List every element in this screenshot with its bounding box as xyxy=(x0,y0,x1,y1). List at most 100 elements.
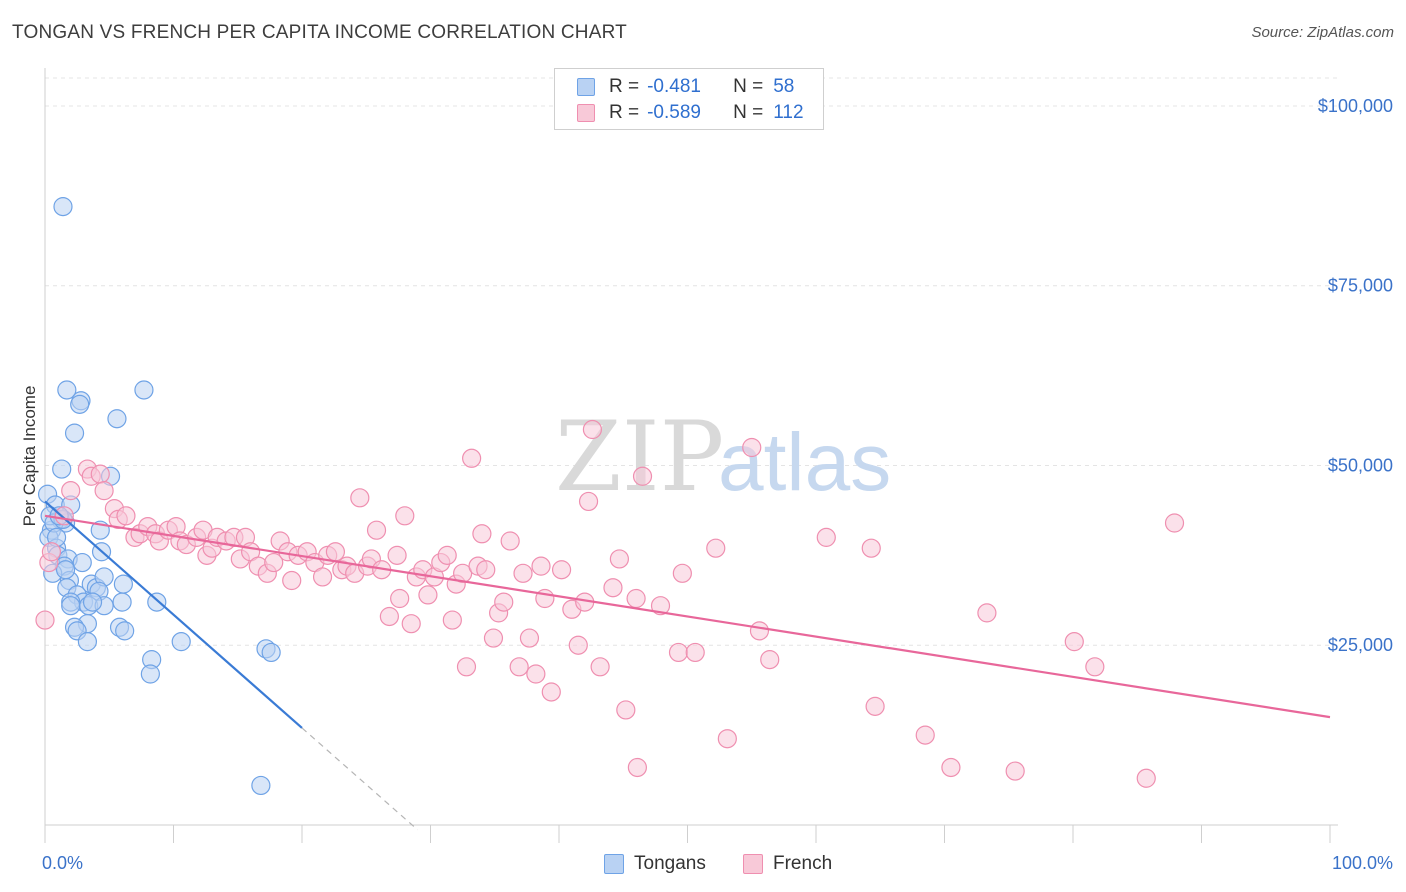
data-point xyxy=(531,556,551,576)
chart-title: TONGAN VS FRENCH PER CAPITA INCOME CORRE… xyxy=(12,22,627,43)
bottom-legend-swatch-french xyxy=(743,854,763,874)
legend-r-value: -0.481 xyxy=(647,76,701,97)
data-point xyxy=(941,757,961,778)
data-point xyxy=(325,542,346,562)
legend-n-value: 112 xyxy=(773,102,804,123)
data-point xyxy=(483,628,504,648)
data-point xyxy=(140,664,160,684)
axes xyxy=(44,68,1338,843)
watermark: ZIP atlas xyxy=(555,401,891,513)
data-point xyxy=(603,578,623,598)
watermark-zip: ZIP xyxy=(555,401,724,513)
legend-n-value: 58 xyxy=(773,76,795,97)
trend-line xyxy=(44,500,303,729)
data-point xyxy=(609,549,629,569)
data-point xyxy=(251,775,271,796)
x-tick-label: 0.0% xyxy=(42,853,83,873)
watermark-atlas: atlas xyxy=(718,417,891,508)
data-point xyxy=(472,524,492,544)
data-point xyxy=(116,506,136,526)
y-tick-labels: $25,000 $50,000 $75,000 $100,000 xyxy=(1318,96,1393,655)
y-axis-label: Per Capita Income xyxy=(20,386,39,527)
data-point xyxy=(1136,768,1156,788)
data-point xyxy=(1005,761,1025,781)
y-tick-label: $75,000 xyxy=(1328,276,1393,296)
data-point xyxy=(442,610,462,630)
data-point xyxy=(379,606,399,627)
data-point xyxy=(915,725,935,745)
data-point xyxy=(387,545,407,565)
data-point xyxy=(72,552,92,573)
legend-swatch-tongans xyxy=(577,78,595,96)
data-point xyxy=(35,610,55,630)
data-point xyxy=(685,642,705,663)
data-point xyxy=(57,380,77,400)
y-tick-label: $25,000 xyxy=(1328,635,1393,655)
data-point xyxy=(760,650,780,670)
data-point xyxy=(526,664,546,684)
data-point xyxy=(82,592,103,612)
data-point xyxy=(1164,513,1185,533)
y-tick-label: $100,000 xyxy=(1318,96,1393,116)
data-point xyxy=(672,563,692,583)
series-tongans-points xyxy=(37,197,281,796)
data-point xyxy=(77,632,98,652)
data-point xyxy=(61,596,81,616)
data-point xyxy=(366,520,387,540)
data-point xyxy=(590,657,610,677)
data-point xyxy=(494,592,514,612)
data-point xyxy=(41,542,62,562)
data-point xyxy=(282,570,302,591)
data-point xyxy=(418,585,438,605)
data-point xyxy=(865,696,885,716)
data-point xyxy=(70,394,90,414)
data-point xyxy=(627,757,647,778)
legend-n-label: N = xyxy=(733,76,764,97)
data-point xyxy=(476,560,496,580)
bottom-legend-label-tongans: Tongans xyxy=(634,853,706,874)
y-tick-label: $50,000 xyxy=(1328,455,1393,475)
data-point xyxy=(816,527,836,547)
data-point xyxy=(61,481,81,501)
legend-r-value: -0.589 xyxy=(647,102,701,123)
data-point xyxy=(171,632,191,652)
bottom-legend-swatch-tongans xyxy=(604,854,624,874)
data-point xyxy=(54,506,74,526)
trend-line xyxy=(44,514,1331,719)
data-point xyxy=(94,481,114,501)
trend-lines xyxy=(44,500,1331,831)
legend-row-tongans: R = -0.481 N = 58 xyxy=(577,75,794,99)
data-point xyxy=(401,614,421,634)
bottom-legend-french: French xyxy=(743,852,832,876)
data-point xyxy=(500,531,520,551)
series-french-points xyxy=(35,419,1185,788)
bottom-legend-tongans: Tongans xyxy=(604,852,706,876)
data-point xyxy=(861,538,881,558)
legend-r-label: R = xyxy=(609,76,640,97)
data-point xyxy=(437,545,457,565)
data-point xyxy=(115,621,135,641)
data-point xyxy=(55,560,76,580)
trend-line-extension xyxy=(301,727,419,831)
data-point xyxy=(582,419,603,440)
data-point xyxy=(395,506,415,526)
correlation-legend: R = -0.481 N = 58 R = -0.589 N = 112 xyxy=(554,68,824,130)
data-point xyxy=(513,563,533,583)
data-point xyxy=(113,574,133,594)
data-point xyxy=(568,635,588,655)
data-point xyxy=(509,657,529,677)
legend-row-french: R = -0.589 N = 112 xyxy=(577,101,804,125)
data-point xyxy=(616,700,636,720)
data-point xyxy=(53,197,73,217)
data-point xyxy=(706,538,726,558)
data-point xyxy=(64,423,85,443)
data-point xyxy=(626,588,646,609)
data-point xyxy=(52,459,72,479)
legend-n-label: N = xyxy=(733,102,764,123)
data-point xyxy=(1085,657,1105,677)
data-point xyxy=(462,448,482,468)
x-tick-labels: 0.0% 100.0% xyxy=(42,853,1393,873)
legend-r-label: R = xyxy=(609,102,640,123)
data-point xyxy=(650,596,671,616)
